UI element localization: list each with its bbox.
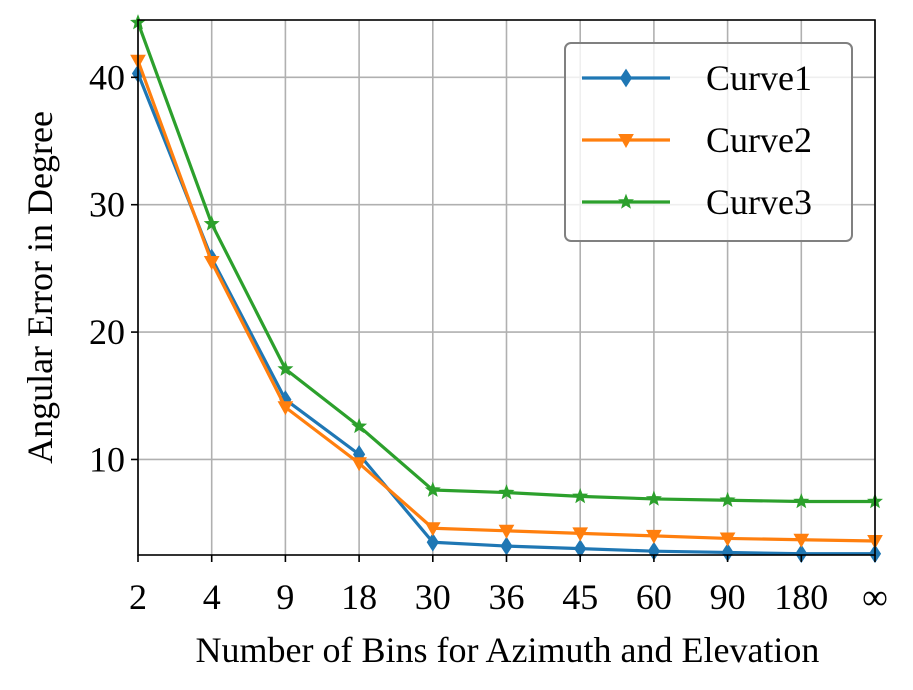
x-axis-label: Number of Bins for Azimuth and Elevation xyxy=(196,630,820,670)
x-tick-label: 4 xyxy=(203,577,221,617)
data-point xyxy=(424,481,441,497)
legend-label: Curve1 xyxy=(706,58,812,98)
legend-marker xyxy=(618,193,634,209)
data-point xyxy=(424,522,441,537)
x-tick-label: 90 xyxy=(710,577,746,617)
legend-label: Curve3 xyxy=(706,182,812,222)
data-point xyxy=(351,417,368,434)
data-point xyxy=(719,491,736,508)
legend-item: Curve2 xyxy=(582,120,812,160)
data-point xyxy=(572,527,589,542)
data-point xyxy=(645,490,662,506)
data-point xyxy=(572,488,589,504)
x-tick-label: 30 xyxy=(415,577,451,617)
x-tick-label: 60 xyxy=(636,577,672,617)
y-axis-label: Angular Error in Degree xyxy=(20,111,60,464)
data-point xyxy=(793,533,810,548)
series-layer xyxy=(130,14,883,564)
data-point xyxy=(351,457,367,472)
data-point xyxy=(203,215,220,231)
y-tick-label: 40 xyxy=(89,57,125,97)
data-point xyxy=(719,532,736,547)
y-tick-label: 20 xyxy=(89,312,125,352)
x-tick-label: ∞ xyxy=(862,577,888,617)
data-point xyxy=(498,484,515,500)
data-point xyxy=(277,401,294,416)
data-point xyxy=(277,360,294,376)
data-point xyxy=(500,536,513,556)
legend-box xyxy=(564,42,853,242)
x-tick-label: 2 xyxy=(129,577,147,617)
legend-label: Curve2 xyxy=(706,120,812,160)
x-tick-label: 180 xyxy=(774,577,828,617)
data-point xyxy=(646,529,662,544)
legend: Curve1 Curve2 Curve3 xyxy=(564,42,853,242)
x-tick-label: 18 xyxy=(341,577,377,617)
x-tick-label: 45 xyxy=(562,577,598,617)
legend-marker xyxy=(619,68,633,88)
x-tick-label: 9 xyxy=(276,577,294,617)
y-tick-label: 30 xyxy=(89,185,125,225)
data-point xyxy=(793,493,810,509)
data-point xyxy=(203,256,220,271)
data-point xyxy=(795,544,808,564)
data-point xyxy=(498,524,515,539)
legend-item: Curve3 xyxy=(582,182,812,222)
ticks: 2 4 9 18 30 36 45 60 90 180 ∞ 10 20 30 40 xyxy=(89,57,888,617)
y-tick-label: 10 xyxy=(89,439,125,479)
x-tick-label: 36 xyxy=(489,577,525,617)
data-point xyxy=(426,532,439,552)
legend-marker xyxy=(618,134,634,149)
legend-item: Curve1 xyxy=(582,58,812,98)
